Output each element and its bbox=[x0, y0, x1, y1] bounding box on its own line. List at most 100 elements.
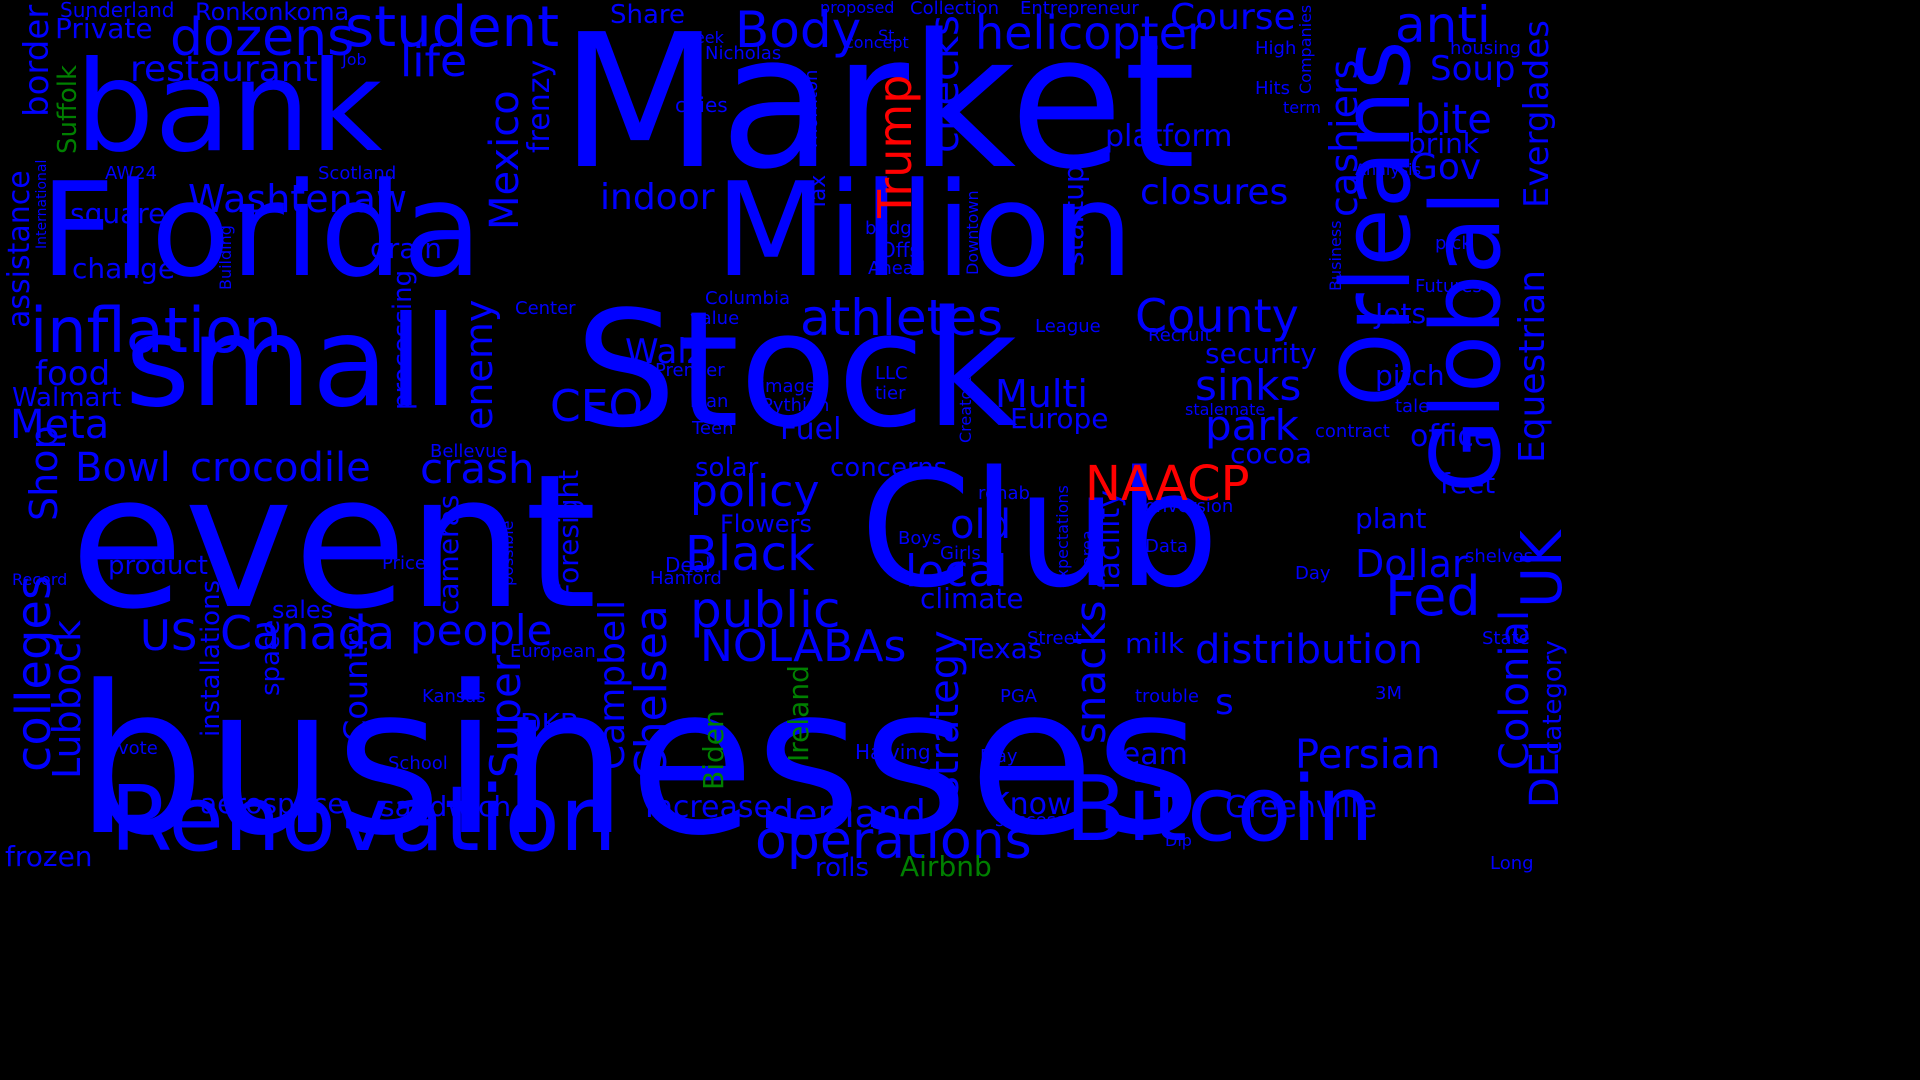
word-images: images bbox=[760, 376, 826, 397]
word-high: High bbox=[1255, 38, 1297, 59]
word-cashiers: cashiers bbox=[1322, 59, 1366, 217]
word-jets: Jets bbox=[1375, 297, 1427, 330]
word-walz: Walz bbox=[625, 332, 705, 372]
word-hits: Hits bbox=[1255, 78, 1290, 99]
word-boys: Boys bbox=[898, 528, 942, 549]
word-processing: processing bbox=[388, 269, 418, 410]
word-tale: tale bbox=[1395, 396, 1430, 417]
word-center: Center bbox=[515, 298, 576, 319]
word-grain: grain bbox=[370, 232, 442, 265]
word-helicopter: helicopter bbox=[975, 6, 1206, 60]
word-frozen: frozen bbox=[5, 840, 93, 873]
word-hanford: Hanford bbox=[650, 568, 722, 589]
word-installations: installations bbox=[196, 579, 226, 737]
word-gov: Gov bbox=[1410, 147, 1482, 188]
word-housing: housing bbox=[1450, 38, 1522, 59]
word-security: security bbox=[1205, 337, 1317, 370]
word-dozens: dozens bbox=[170, 8, 355, 68]
word-small: small bbox=[125, 290, 458, 435]
word-dip: Dip bbox=[1165, 831, 1192, 850]
word-canada: Canada bbox=[220, 606, 396, 660]
word-crocodile: crocodile bbox=[190, 445, 371, 491]
word-know: Know bbox=[990, 787, 1072, 822]
word-equestrian: Equestrian bbox=[1512, 269, 1553, 463]
word-aw24: AW24 bbox=[105, 163, 158, 184]
word-pitch: pitch bbox=[1375, 359, 1445, 392]
word-florida: Florida bbox=[40, 154, 483, 306]
word-lubbock: Lubbock bbox=[45, 620, 89, 779]
word-downtown: Downtown bbox=[963, 190, 982, 275]
word-aerospace: aerospace bbox=[200, 787, 345, 820]
word-platform: platform bbox=[1105, 119, 1233, 154]
word-pga: PGA bbox=[1000, 686, 1038, 707]
word-nolabas: NOLABAs bbox=[700, 621, 907, 672]
word-sinks: sinks bbox=[1195, 361, 1302, 410]
word-texas: Texas bbox=[965, 632, 1043, 665]
word-deal: Deal bbox=[665, 553, 711, 577]
word-trump: Trump bbox=[868, 74, 922, 218]
word-success: success bbox=[995, 810, 1066, 831]
word-category: category bbox=[1538, 640, 1568, 755]
word-plant: plant bbox=[1355, 502, 1427, 535]
word-solar: solar bbox=[695, 453, 759, 483]
word-anti: anti bbox=[1395, 0, 1491, 54]
word-brink: brink bbox=[1408, 127, 1480, 160]
word-businesses: businesses bbox=[75, 643, 1202, 881]
word-play: Play bbox=[980, 746, 1018, 767]
word-everglades: Everglades bbox=[1517, 20, 1557, 208]
word-bellevue: Bellevue bbox=[430, 441, 508, 462]
word-st: St bbox=[878, 26, 895, 45]
word-collection: Collection bbox=[910, 0, 1000, 19]
word-scotland: Scotland bbox=[318, 163, 397, 184]
word-record: Record bbox=[12, 570, 68, 589]
word-day: Day bbox=[1295, 563, 1331, 584]
word-ceo: CEO bbox=[550, 381, 644, 432]
word-futures: Futures bbox=[1415, 276, 1482, 297]
word-bite: bite bbox=[1415, 97, 1492, 143]
word-girls: Girls bbox=[940, 543, 981, 564]
word-proposed: proposed bbox=[820, 0, 895, 17]
word-bowl: Bowl bbox=[75, 445, 171, 491]
word-inflation: inflation bbox=[30, 294, 283, 367]
word-market: Market bbox=[560, 0, 1196, 210]
word-checks: checks bbox=[922, 15, 968, 153]
word-million: Million bbox=[715, 154, 1134, 306]
word-school: School bbox=[388, 753, 448, 774]
word-product: product bbox=[108, 551, 209, 581]
word-biden: Biden bbox=[697, 710, 730, 790]
word-tax: Tax bbox=[806, 174, 831, 211]
word-kansas: Kansas bbox=[422, 686, 486, 707]
word-milk: milk bbox=[1125, 627, 1185, 660]
word-athletes: athletes bbox=[800, 289, 1004, 347]
word-nicholas: Nicholas bbox=[705, 43, 782, 64]
word-stock: Stock bbox=[575, 276, 1018, 463]
word-frenzy: frenzy bbox=[522, 59, 557, 153]
word-dkb: DKB bbox=[520, 707, 580, 740]
word-premier: Premier bbox=[655, 360, 725, 381]
word-expectations: expectations bbox=[1053, 485, 1072, 588]
word-assistance: assistance bbox=[2, 170, 37, 328]
word-week: Week bbox=[680, 28, 724, 47]
word-flowers: Flowers bbox=[720, 510, 812, 538]
word-rehab: rehab bbox=[978, 483, 1030, 504]
word-county: County bbox=[1135, 289, 1299, 343]
word-increase: Increase bbox=[645, 790, 772, 825]
word-space: space bbox=[256, 619, 286, 696]
word-possible: possible bbox=[498, 520, 517, 586]
word-mexico: Mexico bbox=[482, 90, 528, 230]
word-ahead: Ahead bbox=[868, 258, 926, 279]
word-uk: UK bbox=[1510, 530, 1575, 608]
word-trouble: trouble bbox=[1135, 686, 1199, 707]
word-renovation: Renovation bbox=[110, 767, 617, 872]
word-greenville: Greenville bbox=[1225, 790, 1378, 825]
word-demand: demand bbox=[770, 792, 927, 836]
word-international: International bbox=[34, 159, 50, 249]
word-multi: Multi bbox=[995, 372, 1088, 416]
word-team: team bbox=[1110, 737, 1188, 772]
word-recruit: Recruit bbox=[1148, 325, 1212, 346]
word-event: event bbox=[70, 434, 597, 650]
word-meta: Meta bbox=[10, 402, 110, 448]
word-concerns: concerns bbox=[830, 453, 948, 483]
word-food: food bbox=[35, 354, 111, 394]
